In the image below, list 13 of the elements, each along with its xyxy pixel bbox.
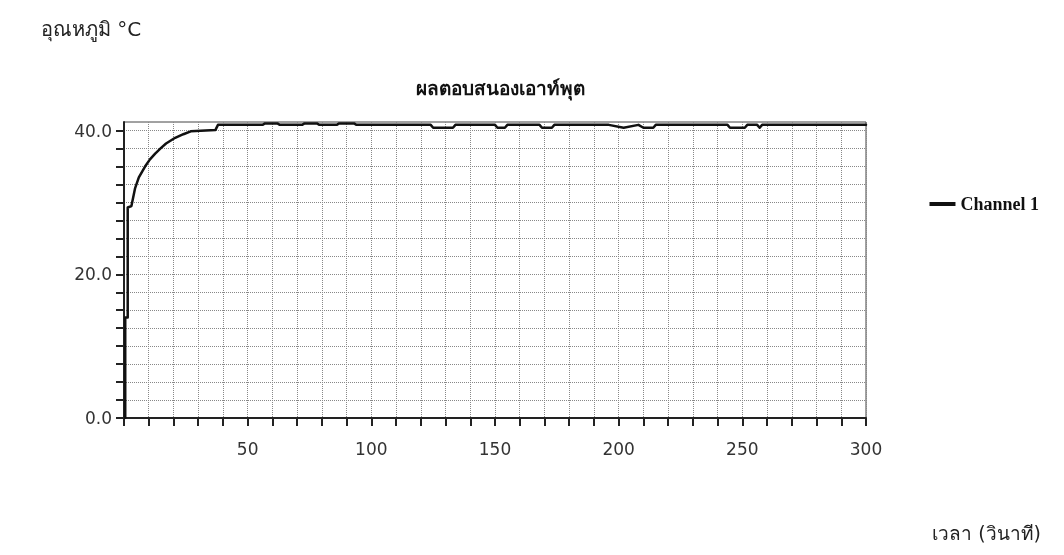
x-tick-label: 200 — [602, 438, 635, 459]
y-tick-label: 0.0 — [84, 408, 112, 428]
x-tick-label: 50 — [236, 438, 259, 459]
x-tick-label: 150 — [478, 438, 512, 459]
y-tick-label: 20.0 — [74, 264, 112, 285]
y-tick-label: 40.0 — [74, 120, 112, 141]
x-tick-label: 100 — [355, 438, 388, 459]
x-tick-label: 250 — [726, 438, 759, 459]
x-axis-title: เวลา (วินาที) — [932, 521, 1042, 544]
x-tick-label: 300 — [849, 438, 883, 459]
legend-label: Channel 1 — [960, 194, 1040, 214]
y-axis-title: อุณหภูมิ °C — [41, 17, 142, 42]
chart-title: ผลตอบสนองเอาท์พุต — [415, 78, 585, 101]
